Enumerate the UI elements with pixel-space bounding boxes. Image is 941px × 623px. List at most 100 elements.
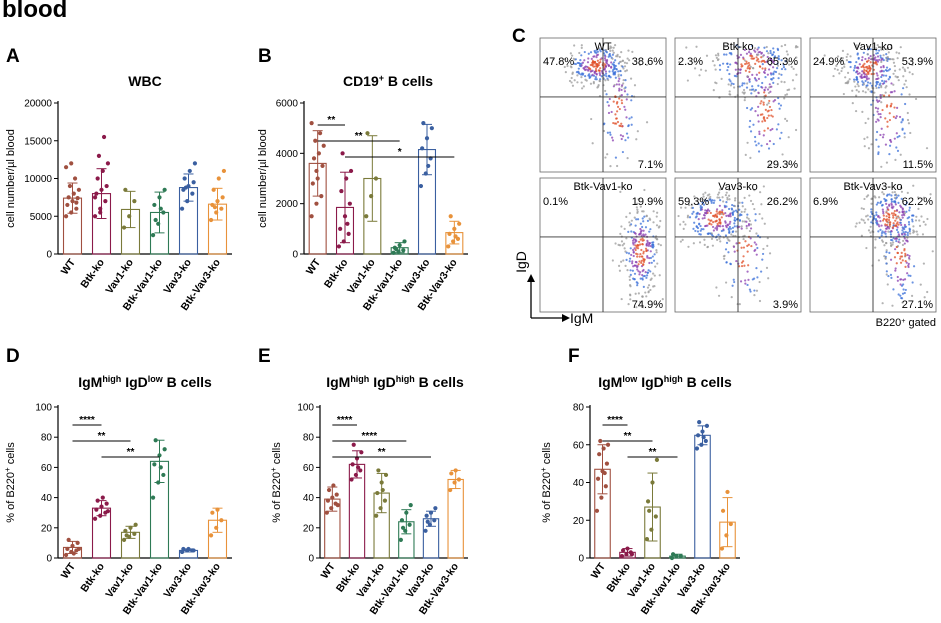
flow-event [713, 215, 716, 218]
flow-event [571, 84, 575, 87]
flow-event [886, 46, 890, 50]
flow-event [721, 196, 724, 199]
flow-event [691, 206, 694, 209]
flow-event [885, 219, 888, 223]
flow-event [642, 220, 645, 223]
flow-event [744, 282, 747, 285]
flow-event [630, 123, 633, 126]
flow-event [715, 215, 719, 218]
flow-event [894, 200, 897, 203]
flow-event [880, 204, 884, 207]
quadrant-lr-value: 7.1% [638, 159, 663, 171]
y-tick-label: 0 [292, 250, 298, 261]
flow-event [890, 47, 893, 50]
chart-title-A: WBC [128, 73, 161, 89]
x-tick-label: WT [319, 560, 339, 581]
flow-event [618, 107, 621, 111]
flow-event [902, 239, 905, 243]
flow-event [631, 269, 634, 272]
flow-event [918, 219, 921, 222]
flow-event [609, 133, 612, 136]
data-point-Vav3-ko [701, 435, 706, 440]
flow-event [905, 86, 908, 89]
flow-event [621, 84, 624, 87]
data-point-WT [67, 183, 73, 189]
flow-event [884, 256, 887, 260]
flow-event [628, 224, 632, 227]
flow-event [857, 90, 860, 93]
flow-event [903, 232, 906, 235]
data-point-Btk-Vav1-ko [399, 518, 405, 523]
flow-event [917, 207, 920, 210]
flow-event [777, 77, 780, 80]
flow-event [718, 218, 722, 221]
flow-event [744, 240, 747, 243]
flow-event [892, 236, 895, 240]
data-point-Vav3-ko [694, 446, 700, 451]
flow-event [761, 258, 764, 261]
y-tick-label: 0 [46, 554, 52, 565]
flow-event [893, 90, 896, 93]
data-point-Btk-Vav3-ko [208, 533, 214, 538]
flow-event [721, 209, 724, 212]
flow-event [648, 242, 651, 245]
flow-event [614, 59, 617, 62]
flow-event [911, 218, 914, 221]
flow-event [877, 77, 880, 80]
flow-event [741, 64, 744, 67]
flow-event [743, 210, 746, 213]
flow-event [753, 289, 756, 292]
flow-event [716, 238, 719, 242]
flow-event [918, 224, 922, 228]
flow-event [605, 72, 608, 75]
flow-event [620, 102, 624, 105]
flow-event [629, 273, 632, 276]
flow-event [587, 57, 590, 60]
flow-event [749, 65, 752, 68]
flow-event [768, 105, 772, 109]
data-point-Vav3-ko [420, 146, 425, 151]
flow-event [576, 81, 579, 84]
flow-event [874, 56, 877, 59]
flow-event [569, 52, 572, 55]
flow-event [611, 139, 615, 142]
flow-event [594, 62, 597, 65]
flow-event [855, 222, 858, 225]
flow-event [889, 57, 892, 61]
flow-event [572, 57, 575, 60]
flow-event [793, 87, 796, 90]
flow-event [887, 230, 890, 233]
flow-plot-title: WT [594, 41, 611, 53]
flow-event [730, 53, 733, 56]
flow-event [708, 222, 711, 225]
flow-event [636, 211, 639, 215]
flow-event [682, 220, 685, 223]
flow-event [777, 123, 780, 126]
flow-event [879, 96, 882, 100]
flow-event [612, 63, 616, 67]
flow-event [748, 80, 751, 83]
flow-event [908, 93, 911, 96]
flow-event [766, 88, 770, 91]
flow-event [633, 247, 636, 250]
flow-event [869, 225, 872, 228]
flow-event [901, 243, 905, 247]
flow-event [636, 255, 639, 258]
flow-event [719, 240, 722, 243]
flow-event [870, 72, 873, 76]
flow-event [898, 238, 901, 241]
data-point-Btk-Vav3-ko [212, 205, 218, 210]
flow-event [739, 213, 742, 216]
flow-event [823, 54, 826, 57]
flow-event [717, 294, 721, 297]
quadrant-ur-value: 53.9% [902, 56, 933, 68]
flow-event [892, 115, 895, 118]
quadrant-lr-value: 27.1% [902, 299, 933, 311]
flow-event [898, 211, 901, 214]
flow-event [786, 60, 790, 63]
flow-event [624, 264, 627, 267]
flow-event [692, 210, 695, 214]
data-point-Btk-Vav1-ko [400, 525, 406, 530]
flow-event [622, 67, 625, 70]
flow-event [886, 56, 889, 59]
